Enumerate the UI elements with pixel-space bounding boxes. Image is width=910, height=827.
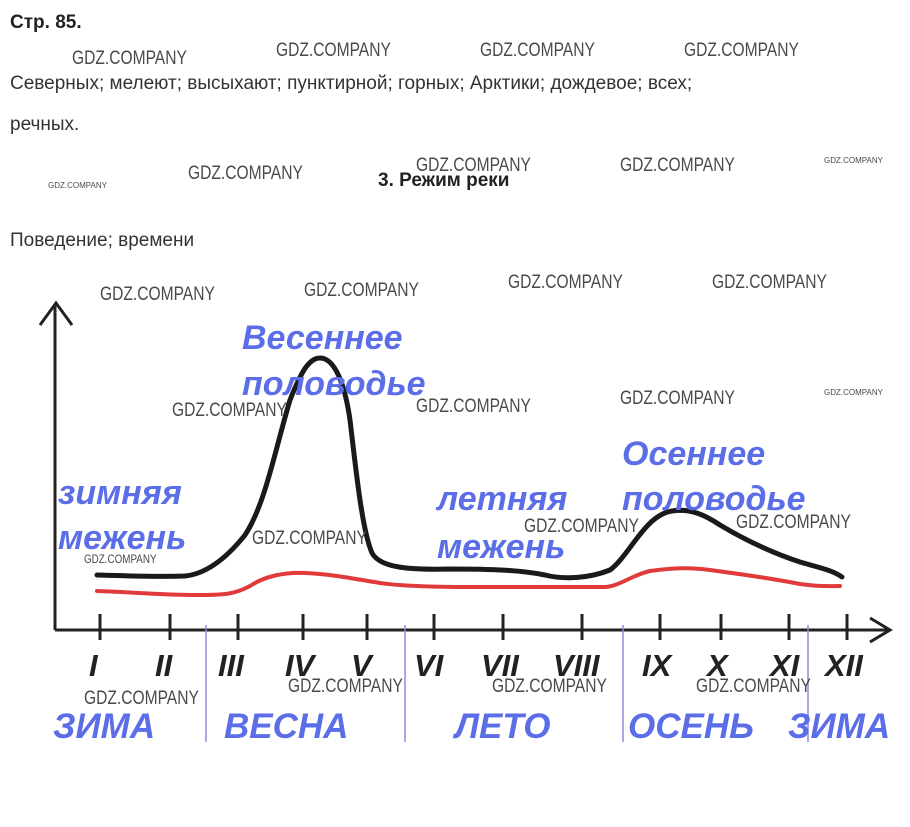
answer-line-3: Поведение; времени [10,230,195,251]
summer-low-label: летняя [435,480,567,518]
season-label: ЗИМА [788,707,890,746]
winter-low-label: зимняя [58,474,182,512]
month-label: X [705,648,730,683]
month-label: III [218,648,245,683]
watermark: GDZ.COMPANY [84,688,199,709]
season-label: ЛЕТО [452,707,551,746]
watermark: GDZ.COMPANY [84,552,157,566]
page-header: Стр. 85. [10,12,82,33]
month-label: IV [285,648,317,683]
answer-line-1: Северных; мелеют; высыхают; пунктирной; … [10,73,693,94]
answer-line-2: речных. [10,114,80,135]
watermark: GDZ.COMPANY [172,400,287,421]
watermark: GDZ.COMPANY [288,676,403,697]
month-label: IX [642,648,674,683]
summer-low-label: межень [437,528,565,566]
season-label: ОСЕНЬ [628,707,754,746]
watermark: GDZ.COMPANY [736,512,851,533]
watermark: GDZ.COMPANY [252,528,367,549]
section-title: 3. Режим реки [378,170,510,191]
watermark: GDZ.COMPANY [524,516,639,537]
watermark: GDZ.COMPANY [72,48,187,69]
watermark: GDZ.COMPANY [696,676,811,697]
month-label: XI [768,648,801,683]
month-label: VI [414,648,445,683]
y-axis-arrow [38,300,74,326]
watermark: GDZ.COMPANY [276,40,391,61]
low-water-curve [95,566,842,598]
spring-flood-label: половодье [242,365,426,403]
watermark: GDZ.COMPANY [712,272,827,293]
winter-low-label: межень [58,519,186,557]
autumn-flood-label: Осеннее [622,435,765,473]
watermark: GDZ.COMPANY [416,396,531,417]
watermark: GDZ.COMPANY [100,284,215,305]
watermark: GDZ.COMPANY [684,40,799,61]
watermark: GDZ.COMPANY [416,155,531,176]
season-label: ВЕСНА [224,707,348,746]
x-axis-arrow [869,616,893,644]
month-ticks [98,614,849,640]
watermark: GDZ.COMPANY [620,155,735,176]
watermark: GDZ.COMPANY [824,156,883,165]
watermark: GDZ.COMPANY [48,181,107,190]
watermark: GDZ.COMPANY [188,163,303,184]
watermark: GDZ.COMPANY [304,280,419,301]
month-label: XII [823,648,864,683]
high-water-curve [94,355,845,581]
month-label: VIII [553,648,601,683]
autumn-flood-label: половодье [622,480,806,518]
month-label: I [89,648,99,683]
watermark: GDZ.COMPANY [508,272,623,293]
watermark: GDZ.COMPANY [824,388,883,397]
month-label: V [351,648,374,683]
spring-flood-label: Весеннее [242,319,403,357]
month-label: II [155,648,174,683]
watermark: GDZ.COMPANY [492,676,607,697]
month-label: VII [481,648,520,683]
watermark: GDZ.COMPANY [620,388,735,409]
watermark: GDZ.COMPANY [480,40,595,61]
season-label: ЗИМА [53,707,155,746]
